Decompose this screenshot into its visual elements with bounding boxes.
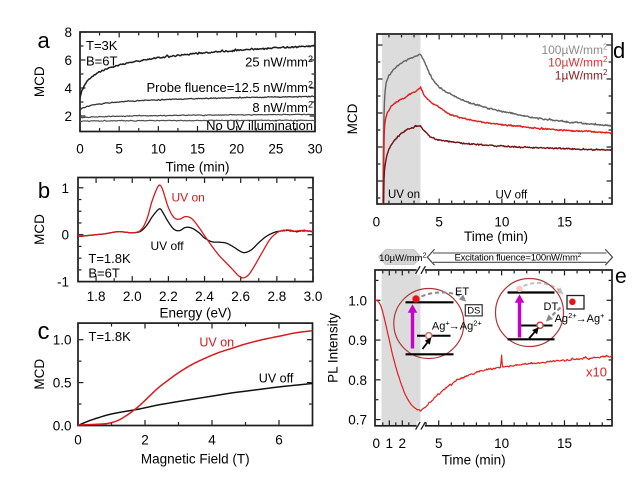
svg-text:No UV illumination: No UV illumination bbox=[206, 118, 313, 133]
svg-text:MCD: MCD bbox=[32, 214, 47, 245]
svg-text:UV off: UV off bbox=[151, 239, 185, 253]
svg-text:Magnetic Field (T): Magnetic Field (T) bbox=[141, 452, 250, 467]
svg-text:UV off: UV off bbox=[259, 372, 294, 386]
svg-text:2: 2 bbox=[64, 109, 72, 124]
svg-text:1µW/mm2: 1µW/mm2 bbox=[555, 68, 608, 83]
svg-text:8: 8 bbox=[64, 25, 72, 40]
svg-text:UV on: UV on bbox=[199, 336, 234, 350]
svg-text:MCD: MCD bbox=[32, 359, 47, 390]
svg-text:T=3K: T=3K bbox=[86, 38, 118, 53]
svg-text:UV on: UV on bbox=[388, 189, 420, 201]
svg-text:10: 10 bbox=[151, 142, 166, 157]
svg-text:Time (min): Time (min) bbox=[442, 453, 506, 468]
svg-text:Excitation fluence=100nW/mm2: Excitation fluence=100nW/mm2 bbox=[454, 252, 581, 264]
svg-text:Time (min): Time (min) bbox=[464, 229, 528, 244]
svg-text:6: 6 bbox=[64, 53, 72, 68]
svg-text:Ag2+→Ag+: Ag2+→Ag+ bbox=[555, 311, 606, 325]
svg-text:10µW/mm2: 10µW/mm2 bbox=[548, 55, 608, 70]
svg-text:d: d bbox=[613, 38, 625, 63]
svg-text:0.7: 0.7 bbox=[348, 413, 367, 428]
svg-text:c: c bbox=[38, 318, 50, 345]
svg-text:25: 25 bbox=[268, 142, 283, 157]
svg-text:ET: ET bbox=[455, 286, 469, 298]
svg-text:0.8: 0.8 bbox=[348, 373, 367, 388]
svg-text:Energy (eV): Energy (eV) bbox=[159, 306, 231, 321]
svg-text:4: 4 bbox=[64, 81, 72, 96]
svg-text:2.0: 2.0 bbox=[123, 289, 142, 304]
svg-text:10: 10 bbox=[494, 215, 509, 230]
svg-text:15: 15 bbox=[557, 215, 572, 230]
svg-text:e: e bbox=[615, 265, 627, 288]
svg-text:b: b bbox=[38, 178, 50, 203]
svg-text:0: 0 bbox=[373, 436, 381, 451]
svg-text:2.6: 2.6 bbox=[231, 289, 250, 304]
svg-text:a: a bbox=[38, 28, 51, 53]
svg-text:1.8: 1.8 bbox=[87, 289, 106, 304]
svg-text:MCD: MCD bbox=[345, 103, 360, 134]
svg-text:0: 0 bbox=[74, 433, 82, 448]
svg-text:Probe fluence=12.5 nW/mm2: Probe fluence=12.5 nW/mm2 bbox=[146, 80, 313, 96]
svg-text:0: 0 bbox=[373, 215, 381, 230]
svg-text:6: 6 bbox=[275, 433, 283, 448]
svg-text:25 nW/mm2: 25 nW/mm2 bbox=[245, 54, 313, 70]
svg-text:3.0: 3.0 bbox=[304, 289, 323, 304]
svg-text:2: 2 bbox=[399, 436, 407, 451]
svg-text:0: 0 bbox=[61, 228, 69, 243]
svg-text:5: 5 bbox=[115, 142, 123, 157]
svg-text:Ag+→Ag2+: Ag+→Ag2+ bbox=[432, 319, 482, 333]
svg-text:100µW/mm2: 100µW/mm2 bbox=[541, 43, 608, 58]
svg-text:2.4: 2.4 bbox=[195, 289, 214, 304]
svg-text:DT: DT bbox=[544, 301, 559, 313]
svg-text:10: 10 bbox=[494, 436, 509, 451]
svg-text:2.8: 2.8 bbox=[267, 289, 286, 304]
svg-text:0.5: 0.5 bbox=[53, 376, 72, 391]
svg-text:MCD: MCD bbox=[32, 66, 47, 97]
svg-text:0.0: 0.0 bbox=[53, 419, 72, 434]
svg-text:B=6T: B=6T bbox=[88, 265, 119, 280]
svg-text:20: 20 bbox=[229, 142, 244, 157]
svg-text:1.0: 1.0 bbox=[53, 333, 72, 348]
svg-text:DS: DS bbox=[467, 306, 480, 317]
svg-text:0: 0 bbox=[76, 142, 84, 157]
svg-text:T=1.8K: T=1.8K bbox=[89, 329, 132, 344]
svg-text:15: 15 bbox=[557, 436, 572, 451]
svg-text:Time (min): Time (min) bbox=[166, 160, 230, 175]
svg-text:8 nW/mm2: 8 nW/mm2 bbox=[252, 100, 313, 116]
svg-text:B=6T: B=6T bbox=[86, 54, 117, 69]
svg-text:2: 2 bbox=[141, 433, 149, 448]
svg-text:-1: -1 bbox=[57, 275, 69, 290]
svg-text:10µW/mm2: 10µW/mm2 bbox=[379, 252, 426, 264]
svg-text:UV on: UV on bbox=[172, 191, 205, 205]
svg-text:2.2: 2.2 bbox=[159, 289, 178, 304]
svg-text:15: 15 bbox=[190, 142, 205, 157]
svg-text:UV off: UV off bbox=[496, 190, 529, 202]
svg-text:0.9: 0.9 bbox=[348, 333, 367, 348]
svg-text:5: 5 bbox=[435, 436, 443, 451]
svg-text:1: 1 bbox=[61, 181, 69, 196]
svg-text:PL Intensity: PL Intensity bbox=[326, 313, 341, 383]
svg-text:1: 1 bbox=[386, 436, 394, 451]
svg-text:x10: x10 bbox=[586, 365, 607, 380]
svg-text:1.0: 1.0 bbox=[348, 293, 367, 308]
svg-text:T=1.8K: T=1.8K bbox=[88, 251, 131, 266]
svg-text:4: 4 bbox=[208, 433, 216, 448]
svg-text:30: 30 bbox=[307, 142, 322, 157]
svg-text:5: 5 bbox=[435, 215, 443, 230]
